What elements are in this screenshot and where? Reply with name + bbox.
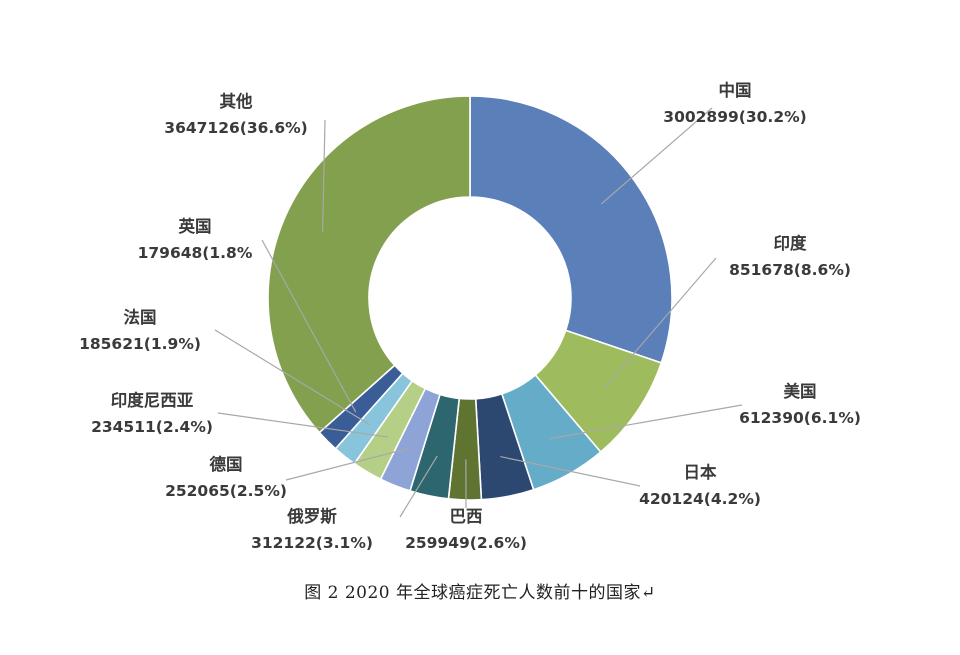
- leader-line-4: [500, 456, 641, 487]
- slice-name-label: 法国: [124, 307, 157, 327]
- leader-line-6: [399, 455, 438, 518]
- slice-name-label: 中国: [719, 80, 752, 100]
- leader-line-10: [261, 239, 357, 413]
- slice-name-label: 巴西: [450, 507, 483, 526]
- slice-name-label: 英国: [179, 216, 212, 236]
- slice-value-label: 234511(2.4%): [91, 418, 213, 436]
- leader-line-1: [600, 107, 713, 205]
- slice-value-label: 252065(2.5%): [165, 482, 287, 500]
- slice-value-label: 179648(1.8%: [138, 244, 253, 262]
- slice-value-label: 3002899(30.2%): [663, 108, 806, 126]
- slice-name-label: 俄罗斯: [286, 506, 337, 526]
- leader-line-9: [214, 329, 371, 426]
- slice-value-label: 851678(8.6%): [729, 261, 851, 279]
- slices-layer: [267, 95, 673, 501]
- leader-lines-layer: [214, 107, 743, 518]
- slice-value-label: 312122(3.1%): [251, 534, 373, 552]
- slice-value-label: 185621(1.9%): [79, 335, 201, 353]
- donut-chart: 中国 3002899(30.2%) 印度 851678(8.6%) 美国 612390(6…: [79, 80, 861, 552]
- slice-1: [469, 95, 673, 364]
- slice-11: [267, 95, 471, 434]
- slice-value-label: 259949(2.6%): [405, 534, 527, 552]
- figure-caption: 图 2 2020 年全球癌症死亡人数前十的国家↵: [304, 583, 656, 603]
- labels-layer: 中国 3002899(30.2%) 印度 851678(8.6%) 美国 612390(6…: [79, 80, 861, 552]
- slice-name-label: 印度: [774, 233, 808, 253]
- slice-name-label: 印度尼西亚: [111, 390, 194, 410]
- slice-value-label: 3647126(36.6%): [164, 119, 307, 137]
- leader-line-3: [548, 404, 743, 440]
- slice-name-label: 德国: [210, 454, 243, 474]
- slice-value-label: 612390(6.1%): [739, 409, 861, 427]
- leader-line-11: [322, 119, 326, 233]
- leader-line-8: [217, 412, 388, 438]
- slice-value-label: 420124(4.2%): [639, 490, 761, 508]
- leader-line-2: [603, 257, 717, 390]
- slice-name-label: 美国: [784, 381, 817, 401]
- slice-name-label: 其他: [220, 91, 254, 111]
- leader-line-7: [285, 447, 411, 481]
- slice-name-label: 日本: [684, 462, 718, 482]
